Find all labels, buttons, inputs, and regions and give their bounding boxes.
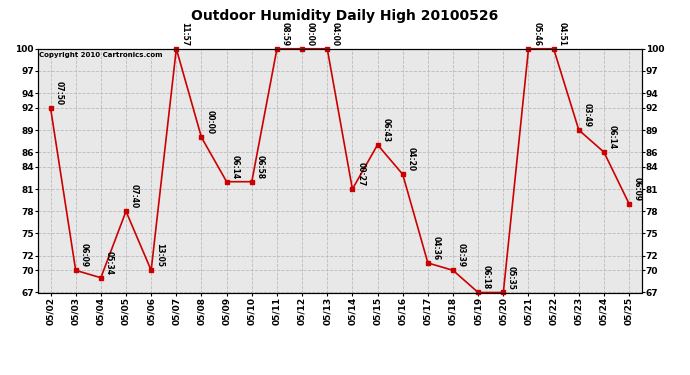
Text: 06:09: 06:09 xyxy=(633,177,642,201)
Text: 00:00: 00:00 xyxy=(306,22,315,46)
Text: 07:50: 07:50 xyxy=(55,81,63,105)
Text: 06:43: 06:43 xyxy=(382,118,391,142)
Text: 03:49: 03:49 xyxy=(582,103,591,127)
Text: 04:00: 04:00 xyxy=(331,22,340,46)
Text: 04:20: 04:20 xyxy=(406,147,415,171)
Text: 00:27: 00:27 xyxy=(356,162,365,186)
Text: 03:39: 03:39 xyxy=(457,243,466,267)
Text: 06:09: 06:09 xyxy=(79,243,88,267)
Text: 06:18: 06:18 xyxy=(482,265,491,290)
Text: 06:14: 06:14 xyxy=(608,125,617,149)
Text: 13:05: 13:05 xyxy=(155,243,164,267)
Text: 07:40: 07:40 xyxy=(130,184,139,208)
Text: 04:36: 04:36 xyxy=(432,236,441,260)
Text: 05:46: 05:46 xyxy=(532,22,541,46)
Text: 06:58: 06:58 xyxy=(255,154,264,179)
Text: 08:59: 08:59 xyxy=(281,22,290,46)
Text: Copyright 2010 Cartronics.com: Copyright 2010 Cartronics.com xyxy=(39,53,163,58)
Text: 05:35: 05:35 xyxy=(507,266,516,290)
Text: 05:34: 05:34 xyxy=(105,251,114,275)
Text: 00:00: 00:00 xyxy=(205,110,214,134)
Text: 04:51: 04:51 xyxy=(558,22,566,46)
Text: 11:57: 11:57 xyxy=(180,22,189,46)
Text: 06:14: 06:14 xyxy=(230,154,239,179)
Text: Outdoor Humidity Daily High 20100526: Outdoor Humidity Daily High 20100526 xyxy=(191,9,499,23)
